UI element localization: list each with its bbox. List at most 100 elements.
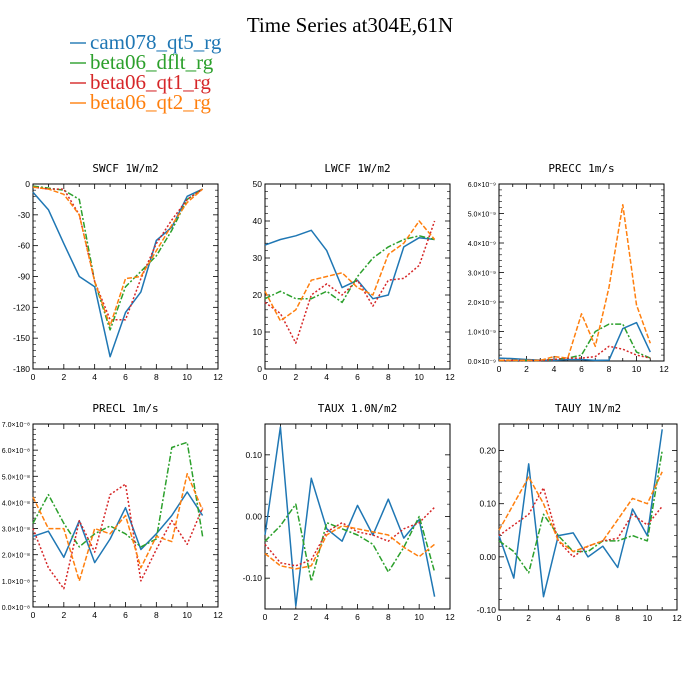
series-line-beta06_qt1_rg bbox=[499, 345, 651, 362]
series-line-beta06_qt1_rg bbox=[264, 220, 436, 344]
series-line-beta06_qt1_rg bbox=[32, 186, 204, 321]
x-tick-label: 4 bbox=[92, 372, 97, 382]
series-line-beta06_dflt_rg bbox=[264, 235, 435, 304]
x-tick-label: 2 bbox=[61, 610, 66, 620]
panel-title: TAUY 1N/m2 bbox=[555, 402, 621, 415]
y-tick-label: 0 bbox=[257, 364, 262, 374]
x-tick-label: 0 bbox=[31, 610, 36, 620]
series-line-beta06_qt2_rg bbox=[499, 203, 652, 362]
legend-label: beta06_qt2_rg bbox=[90, 90, 211, 114]
x-tick-label: 12 bbox=[445, 612, 455, 622]
x-tick-label: 0 bbox=[31, 372, 36, 382]
x-tick-label: 10 bbox=[414, 612, 424, 622]
chart-panel-swcf: SWCF 1W/m2 0 2 4 6 8 10 12 0 -30 -60 -90 -120 -150 -18… bbox=[13, 162, 223, 382]
y-tick-label: -90 bbox=[18, 272, 31, 282]
y-tick-label: -60 bbox=[18, 241, 31, 251]
series-line-beta06_qt1_rg bbox=[32, 483, 204, 590]
x-tick-label: 2 bbox=[524, 364, 529, 374]
y-tick-label: 5.0×10⁻⁸ bbox=[2, 474, 30, 481]
series-line-cam078_qt5_rg bbox=[264, 229, 435, 300]
series-line-cam078_qt5_rg bbox=[264, 426, 436, 607]
chart-panel-taux: TAUX 1.0N/m2 0 2 4 6 8 10 12 0.10 0.00 -0.10 bbox=[243, 402, 455, 622]
legend-label: cam078_qt5_rg bbox=[90, 30, 222, 54]
series-line-beta06_dflt_rg bbox=[32, 185, 204, 331]
y-tick-label: 3.0×10⁻⁹ bbox=[468, 271, 496, 278]
legend-item: beta06_dflt_rg bbox=[70, 50, 214, 74]
plot-frame bbox=[32, 183, 219, 370]
x-tick-label: 8 bbox=[154, 372, 159, 382]
plot-frame bbox=[264, 183, 451, 370]
legend-item: beta06_qt2_rg bbox=[70, 90, 211, 114]
y-tick-label: 2.0×10⁻⁸ bbox=[2, 553, 30, 560]
x-tick-label: 2 bbox=[293, 612, 298, 622]
x-tick-label: 8 bbox=[615, 613, 620, 623]
x-tick-label: 2 bbox=[293, 372, 298, 382]
y-tick-label: 0 bbox=[25, 179, 30, 189]
x-tick-label: 10 bbox=[632, 364, 642, 374]
series-line-cam078_qt5_rg bbox=[32, 491, 204, 564]
plot-frame bbox=[498, 183, 665, 362]
series-line-beta06_dflt_rg bbox=[264, 503, 436, 583]
x-tick-label: 6 bbox=[355, 372, 360, 382]
chart-panel-lwcf: LWCF 1W/m2 0 2 4 6 8 10 12 0 10 20 30 40 50 bbox=[253, 162, 455, 382]
y-tick-label: -150 bbox=[13, 333, 30, 343]
y-tick-label: 1.0×10⁻⁹ bbox=[468, 330, 496, 337]
series-line-beta06_dflt_rg bbox=[32, 441, 204, 548]
x-tick-label: 0 bbox=[497, 364, 502, 374]
x-tick-label: 4 bbox=[324, 612, 329, 622]
figure-title: Time Series at304E,61N bbox=[247, 13, 453, 37]
panel-title: PRECL 1m/s bbox=[92, 402, 158, 415]
y-tick-label: 4.0×10⁻⁹ bbox=[468, 241, 496, 248]
series-line-beta06_qt2_rg bbox=[32, 472, 204, 582]
x-tick-label: 10 bbox=[643, 613, 653, 623]
panel-title: TAUX 1.0N/m2 bbox=[318, 402, 397, 415]
plot-frame bbox=[264, 423, 451, 610]
x-tick-label: 8 bbox=[154, 610, 159, 620]
x-tick-label: 0 bbox=[263, 612, 268, 622]
panel-title: LWCF 1W/m2 bbox=[324, 162, 390, 175]
y-tick-label: 0.10 bbox=[245, 450, 262, 460]
x-tick-label: 12 bbox=[672, 613, 682, 623]
y-tick-label: 0.00 bbox=[245, 512, 262, 522]
series-line-cam078_qt5_rg bbox=[32, 188, 203, 358]
x-tick-label: 6 bbox=[123, 372, 128, 382]
x-tick-label: 6 bbox=[579, 364, 584, 374]
panel-title: SWCF 1W/m2 bbox=[92, 162, 158, 175]
x-tick-label: 6 bbox=[586, 613, 591, 623]
series-line-cam078_qt5_rg bbox=[498, 321, 651, 362]
y-tick-label: 0.0×10⁻⁸ bbox=[2, 605, 30, 612]
series-line-beta06_dflt_rg bbox=[498, 450, 663, 574]
y-tick-label: 40 bbox=[253, 216, 263, 226]
chart-panel-tauy: TAUY 1N/m2 0 2 4 6 8 10 12 0.20 0.10 0.00 -0.10 bbox=[477, 402, 682, 623]
y-tick-label: 50 bbox=[253, 179, 263, 189]
y-tick-label: 7.0×10⁻⁸ bbox=[2, 422, 30, 429]
x-tick-label: 8 bbox=[607, 364, 612, 374]
series-line-beta06_qt2_rg bbox=[32, 186, 204, 327]
series-line-cam078_qt5_rg bbox=[498, 429, 663, 598]
y-tick-label: 6.0×10⁻⁸ bbox=[2, 448, 30, 455]
y-tick-label: 20 bbox=[253, 290, 263, 300]
chart-panels: SWCF 1W/m2 0 2 4 6 8 10 12 0 -30 -60 -90 -120 -150 -18… bbox=[2, 162, 682, 623]
y-tick-label: -120 bbox=[13, 302, 30, 312]
x-tick-label: 8 bbox=[386, 612, 391, 622]
series-line-beta06_dflt_rg bbox=[499, 323, 651, 362]
x-tick-label: 8 bbox=[386, 372, 391, 382]
y-tick-label: 3.0×10⁻⁸ bbox=[2, 527, 30, 534]
x-tick-label: 4 bbox=[552, 364, 557, 374]
y-tick-label: 6.0×10⁻⁹ bbox=[468, 182, 496, 189]
legend-label: beta06_dflt_rg bbox=[90, 50, 214, 74]
x-tick-label: 12 bbox=[213, 372, 223, 382]
x-tick-label: 10 bbox=[182, 372, 192, 382]
chart-panel-precl: PRECL 1m/s 0 2 4 6 8 10 12 0.0×10⁻⁸ 1.0×10⁻⁸ 2.0×1… bbox=[2, 402, 223, 620]
series-line-beta06_qt1_rg bbox=[264, 506, 436, 567]
y-tick-label: 5.0×10⁻⁹ bbox=[468, 212, 496, 219]
y-tick-label: 30 bbox=[253, 253, 263, 263]
panel-title: PRECC 1m/s bbox=[548, 162, 614, 175]
legend-label: beta06_qt1_rg bbox=[90, 70, 211, 94]
y-tick-label: 0.00 bbox=[479, 552, 496, 562]
x-tick-label: 6 bbox=[123, 610, 128, 620]
x-tick-label: 10 bbox=[414, 372, 424, 382]
series-line-beta06_qt2_rg bbox=[264, 220, 436, 322]
legend-item: cam078_qt5_rg bbox=[70, 30, 222, 54]
